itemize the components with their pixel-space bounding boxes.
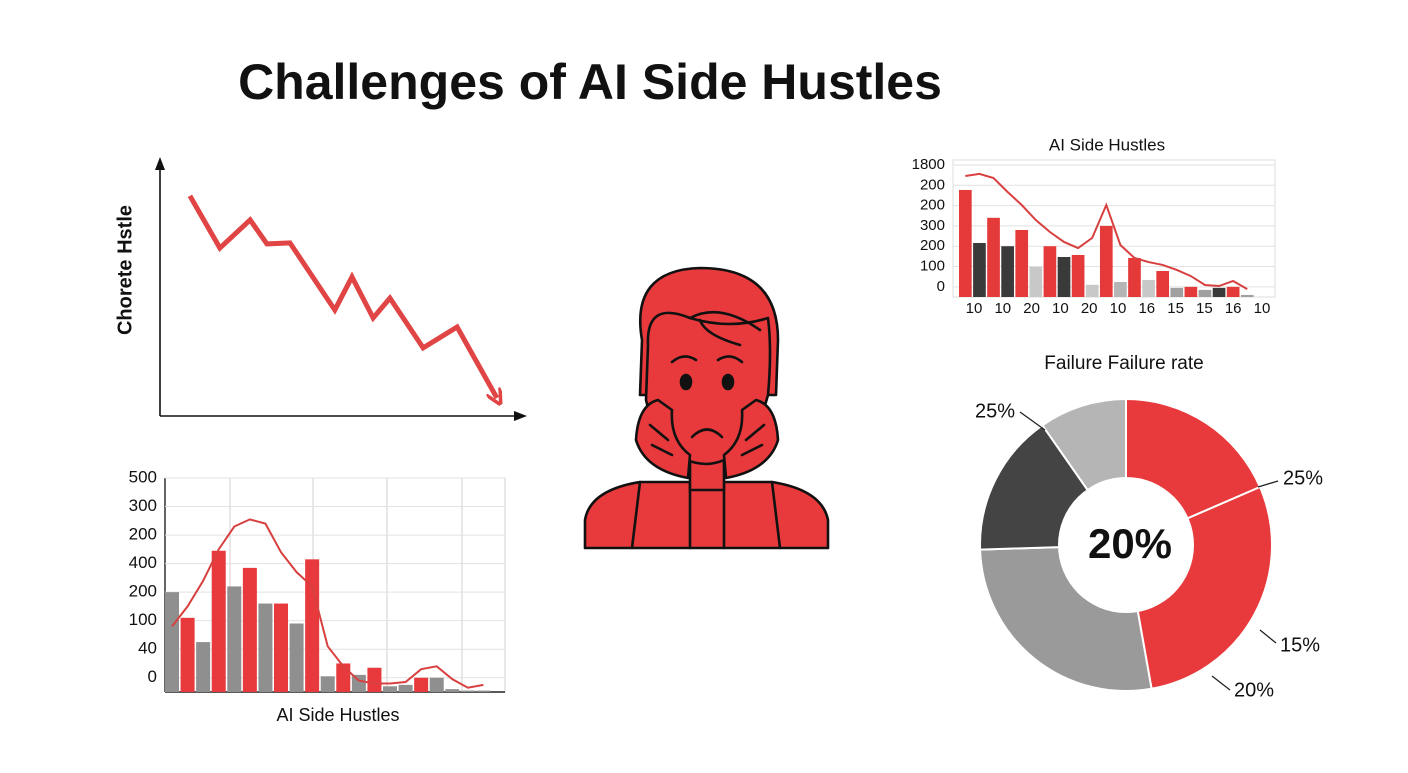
vertical-grid [229, 478, 506, 692]
bar [959, 189, 972, 297]
x-tick-label: 15 [1167, 300, 1184, 317]
y-tick-label: 0 [148, 667, 157, 686]
bar [429, 677, 444, 692]
bar [1142, 279, 1155, 297]
y-tick-label: 200 [129, 582, 157, 601]
worried-person-icon [583, 266, 830, 550]
chart-title: Failure Failure rate [1044, 353, 1203, 374]
bar [1015, 229, 1029, 297]
x-tick-label: 16 [1225, 300, 1242, 317]
x-tick-label: 20 [1023, 300, 1040, 317]
y-tick-label: 200 [129, 525, 157, 544]
center-label: 20% [1088, 520, 1172, 567]
y-tick-label: 1800 [912, 156, 945, 173]
bar [1226, 286, 1240, 297]
y-tick-label: 200 [920, 237, 945, 254]
bar [274, 603, 289, 692]
y-axis-label: Chorete Hstle [114, 205, 136, 335]
y-tick-label: 500 [129, 467, 157, 486]
bar [289, 623, 304, 692]
bar [1198, 289, 1212, 297]
x-tick-label: 10 [1052, 300, 1069, 317]
y-tick-label: 100 [920, 258, 945, 275]
x-tick-label: 20 [1081, 300, 1098, 317]
x-tick-label: 10 [1254, 300, 1271, 317]
axis-arrow [514, 411, 527, 421]
bar [196, 642, 211, 692]
donut-hole [1058, 477, 1194, 613]
trend-line [965, 172, 1248, 290]
bar [336, 663, 351, 692]
y-tick-label: 0 [937, 278, 945, 295]
y-tick-label: 300 [920, 217, 945, 234]
bar [476, 690, 491, 692]
slice-annotation: 25% [1283, 467, 1323, 489]
leader-line [1019, 411, 1046, 431]
bar [1001, 246, 1014, 297]
leader-line [1211, 675, 1231, 691]
bar [414, 677, 429, 692]
bar [351, 674, 366, 692]
bar [445, 689, 460, 692]
y-tick-label: 200 [920, 176, 945, 193]
bar [367, 667, 382, 692]
page-title: Challenges of AI Side Hustles [238, 54, 942, 110]
bar [165, 592, 180, 692]
bar [1184, 286, 1198, 297]
x-tick-label: 10 [994, 300, 1011, 317]
bar [1128, 258, 1141, 297]
bar [180, 617, 195, 692]
bar [1099, 225, 1113, 297]
bar [398, 684, 413, 692]
slice-annotation: 15% [1280, 634, 1320, 656]
bar [258, 603, 273, 692]
x-tick-label: 16 [1138, 300, 1155, 317]
bar [227, 586, 242, 692]
trend-line [187, 194, 497, 398]
y-tick-label: 200 [920, 197, 945, 214]
slice-annotation: 25% [975, 400, 1015, 422]
bar [460, 690, 475, 692]
x-axis-label: AI Side Hustles [276, 705, 399, 725]
y-tick-label: 40 [138, 639, 157, 658]
bar [1240, 294, 1254, 297]
leader-line [1259, 629, 1277, 644]
bar [973, 242, 986, 297]
bar [1029, 266, 1043, 297]
axis-arrow [155, 157, 165, 170]
bar [1170, 287, 1184, 297]
plot-frame [952, 159, 1276, 298]
x-tick-label: 10 [1110, 300, 1127, 317]
bar [1114, 281, 1127, 297]
bar [1057, 256, 1071, 297]
y-tick-label: 100 [129, 610, 157, 629]
bar [211, 550, 226, 692]
bar [1212, 287, 1226, 297]
bar [242, 567, 257, 692]
bar [320, 676, 335, 692]
x-tick-label: 15 [1196, 300, 1213, 317]
bar [305, 559, 320, 692]
slice-annotation: 20% [1234, 679, 1274, 701]
bar [1043, 246, 1057, 297]
bar [1085, 284, 1099, 297]
x-tick-label: 10 [966, 300, 983, 317]
bar [1156, 271, 1170, 297]
y-tick-label: 400 [129, 553, 157, 572]
bar [383, 686, 398, 692]
leader-line [1257, 480, 1279, 488]
y-tick-label: 300 [129, 496, 157, 515]
trend-line [171, 518, 484, 689]
bar [1071, 254, 1085, 297]
chart-title: AI Side Hustles [1049, 135, 1165, 154]
bar [987, 217, 1000, 297]
